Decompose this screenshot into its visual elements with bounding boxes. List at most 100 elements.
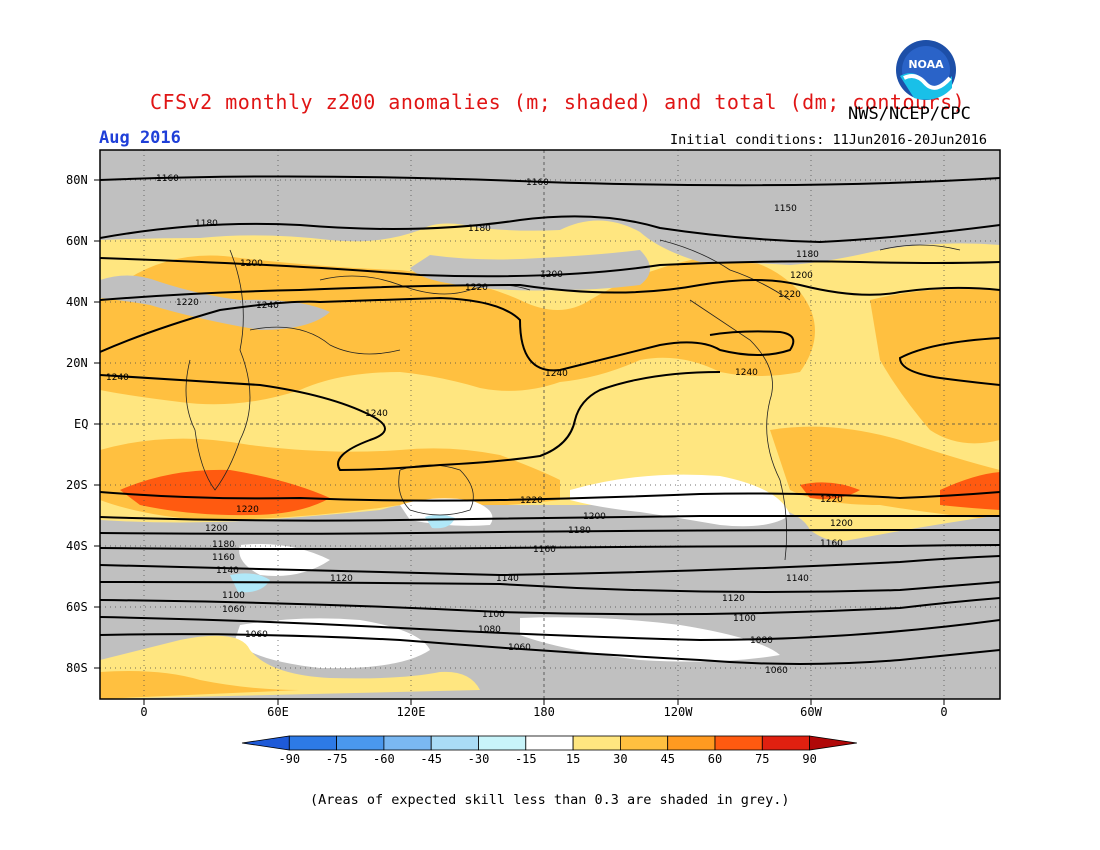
contour-label: 1100 bbox=[222, 591, 245, 601]
colorbar-tick-label: 30 bbox=[613, 752, 627, 766]
shading-orange-east bbox=[870, 288, 1000, 444]
colorbar-tick-label: -30 bbox=[468, 752, 490, 766]
contour-label: 1180 bbox=[212, 540, 235, 550]
contour-label: 1240 bbox=[545, 369, 568, 379]
grid-lines bbox=[100, 150, 1000, 699]
colorbar-swatch bbox=[714, 735, 763, 751]
contour-1240-north bbox=[100, 296, 795, 372]
contour-label: 1200 bbox=[583, 512, 606, 522]
contour-label: 1080 bbox=[750, 636, 773, 646]
lat-label: 40S bbox=[66, 539, 88, 553]
initial-conditions: Initial conditions: 11Jun2016-20Jun2016 bbox=[670, 132, 987, 148]
forecast-month: Aug 2016 bbox=[99, 128, 181, 148]
contour-label: 1140 bbox=[496, 574, 519, 584]
colorbar-tick-label: -75 bbox=[326, 752, 348, 766]
contour-label: 1060 bbox=[222, 605, 245, 615]
shading-orange-southpolar bbox=[100, 671, 300, 699]
colorbar-swatch bbox=[241, 735, 290, 751]
colorbar-swatch bbox=[336, 735, 385, 751]
contour-label: 1160 bbox=[212, 553, 235, 563]
shading-white-pacific bbox=[570, 474, 790, 527]
contour-label: 1140 bbox=[216, 566, 239, 576]
contour-label: 1100 bbox=[482, 610, 505, 620]
contour-label: 1100 bbox=[733, 614, 756, 624]
lon-label: 120E bbox=[397, 705, 426, 719]
lat-label: EQ bbox=[74, 417, 88, 431]
colorbar-swatch bbox=[667, 735, 716, 751]
map-area: 1160 1160 1150 1180 1180 1180 1200 1200 … bbox=[100, 150, 1000, 699]
colorbar: -90 -75 -60 -45 -30 -15 15 30 45 60 75 90 bbox=[241, 735, 857, 766]
minor-grid bbox=[100, 150, 1000, 699]
lon-label: 60E bbox=[267, 705, 289, 719]
colorbar-swatch bbox=[525, 735, 574, 751]
colorbar-tick-label: -60 bbox=[373, 752, 395, 766]
contour-label: 1180 bbox=[468, 224, 491, 234]
colorbar-swatch bbox=[809, 735, 857, 751]
lon-label: 0 bbox=[940, 705, 947, 719]
contour-label: 1200 bbox=[240, 259, 263, 269]
contour-1240-east bbox=[898, 337, 1000, 386]
shading-red-east bbox=[940, 472, 1000, 510]
shading-grey-nw bbox=[100, 275, 330, 330]
lon-label: 180 bbox=[533, 705, 555, 719]
footnote: (Areas of expected skill less than 0.3 a… bbox=[310, 792, 790, 808]
lon-label: 120W bbox=[664, 705, 694, 719]
contour-1140-s bbox=[100, 555, 1000, 577]
contour-label: 1060 bbox=[508, 643, 531, 653]
contour-labels: 1160 1160 1150 1180 1180 1180 1200 1200 … bbox=[106, 174, 853, 676]
lat-label: 60N bbox=[66, 234, 88, 248]
shading-white-southind bbox=[239, 544, 330, 576]
contour-label: 1120 bbox=[722, 594, 745, 604]
lon-axis: 0 60E 120E 180 120W 60W 0 bbox=[140, 705, 947, 719]
lon-label: 0 bbox=[140, 705, 147, 719]
contour-label: 1240 bbox=[106, 373, 129, 383]
contour-1180-s bbox=[100, 528, 1000, 535]
contour-lines bbox=[100, 175, 1000, 665]
contour-label: 1080 bbox=[478, 625, 501, 635]
colorbar-tick-label: 75 bbox=[755, 752, 769, 766]
contour-label: 1220 bbox=[465, 283, 488, 293]
contour-1200-n bbox=[100, 257, 1000, 278]
shading-grey-arctic-2 bbox=[410, 250, 650, 291]
colorbar-swatch bbox=[572, 735, 621, 751]
lat-label: 40N bbox=[66, 295, 88, 309]
contour-label: 1220 bbox=[520, 496, 543, 506]
agency-label: NWS/NCEP/CPC bbox=[848, 104, 971, 124]
contour-label: 1220 bbox=[820, 495, 843, 505]
lon-label: 60W bbox=[800, 705, 822, 719]
noaa-logo: NOAA bbox=[896, 40, 956, 100]
contour-label: 1200 bbox=[540, 270, 563, 280]
contour-label: 1200 bbox=[790, 271, 813, 281]
contour-label: 1160 bbox=[533, 545, 556, 555]
logo-text: NOAA bbox=[908, 58, 944, 71]
contour-label: 1180 bbox=[796, 250, 819, 260]
contour-label: 1060 bbox=[245, 630, 268, 640]
contour-label: 1120 bbox=[330, 574, 353, 584]
contour-label: 1060 bbox=[765, 666, 788, 676]
contour-1200-s bbox=[100, 514, 1000, 522]
contour-1220-s bbox=[100, 491, 1000, 502]
contour-label: 1220 bbox=[778, 290, 801, 300]
colorbar-tick-label: 45 bbox=[660, 752, 674, 766]
contour-label: 1150 bbox=[774, 204, 797, 214]
contour-label: 1180 bbox=[568, 526, 591, 536]
shading-red-africa bbox=[120, 469, 330, 516]
contour-1100-s bbox=[100, 597, 1000, 616]
contour-label: 1200 bbox=[205, 524, 228, 534]
colorbar-tick-label: -45 bbox=[420, 752, 442, 766]
contour-label: 1220 bbox=[176, 298, 199, 308]
contour-label: 1180 bbox=[195, 219, 218, 229]
colorbar-swatch bbox=[761, 735, 810, 751]
lat-axis: 80N 60N 40N 20N EQ 20S 40S 60S 80S bbox=[66, 173, 88, 675]
shading-grey-arctic bbox=[100, 150, 1000, 265]
contour-label: 1140 bbox=[786, 574, 809, 584]
colorbar-tick-label: 90 bbox=[802, 752, 816, 766]
colorbar-swatch bbox=[430, 735, 479, 751]
contour-label: 1160 bbox=[526, 178, 549, 188]
contour-1120-s bbox=[100, 581, 1000, 593]
contour-1160-s bbox=[100, 544, 1000, 550]
contour-label: 1160 bbox=[820, 539, 843, 549]
colorbar-swatch bbox=[478, 735, 527, 751]
lat-label: 60S bbox=[66, 600, 88, 614]
